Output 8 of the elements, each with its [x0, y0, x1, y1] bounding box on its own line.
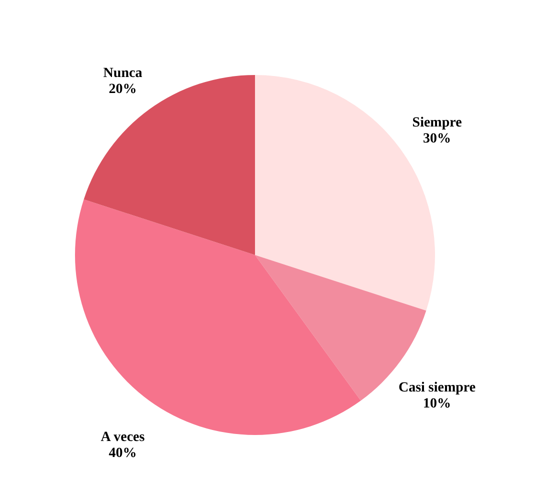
slice-label: A veces	[100, 430, 146, 446]
data-label: 40%	[108, 446, 137, 462]
data-label: 10%	[423, 396, 452, 412]
data-label: 20%	[108, 82, 137, 97]
slice-label: Casi siempre	[398, 380, 476, 396]
data-label: 30%	[423, 132, 452, 147]
slice-label: Siempre	[412, 116, 462, 131]
slice-label: Nunca	[103, 66, 142, 81]
